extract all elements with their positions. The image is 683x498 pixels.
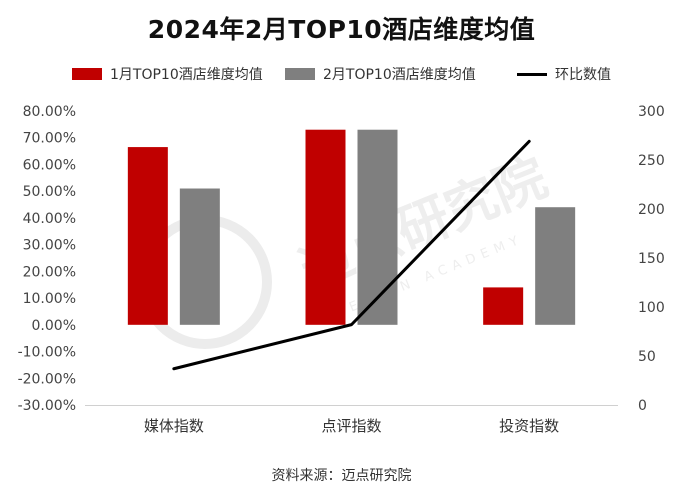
legend-swatch [285, 68, 315, 80]
legend-item: 环比数值 [517, 62, 611, 86]
bar-feb-1 [357, 129, 398, 325]
bar-jan-2 [483, 287, 524, 325]
bar-jan-0 [127, 147, 168, 325]
y-left-tick-label: 60.00% [23, 157, 76, 173]
y-left-tick-label: -20.00% [18, 371, 76, 387]
y-left-tick-label: 80.00% [23, 104, 76, 120]
chart-legend: 1月TOP10酒店维度均值 2月TOP10酒店维度均值 环比数值 [0, 62, 683, 86]
y-right-tick-label: 200 [638, 202, 665, 218]
legend-swatch [517, 72, 547, 76]
bar-feb-0 [179, 188, 220, 325]
source-note: 资料来源：迈点研究院 [271, 468, 412, 484]
y-right-tick-label: 50 [638, 349, 656, 365]
chart-title: 2024年2月TOP10酒店维度均值 [147, 15, 536, 44]
y-left-tick-label: 20.00% [23, 264, 76, 280]
y-right-tick-label: 100 [638, 300, 665, 316]
y-right-tick-label: 300 [638, 104, 665, 120]
line-series-mom [172, 139, 531, 371]
y-left-tick-label: -10.00% [18, 345, 76, 361]
y-left-tick-label: 40.00% [23, 211, 76, 227]
y-right-tick-label: 250 [638, 153, 665, 169]
x-tick-label: 点评指数 [321, 417, 381, 435]
bar-feb-2 [535, 207, 576, 325]
legend-label: 1月TOP10酒店维度均值 [110, 67, 263, 83]
y-left-tick-label: -30.00% [18, 398, 76, 414]
y-left-tick-label: 10.00% [23, 291, 76, 307]
legend-item: 2月TOP10酒店维度均值 [285, 62, 476, 86]
bar-jan-1 [305, 129, 346, 325]
y-right-tick-label: 150 [638, 251, 665, 267]
legend-swatch [72, 68, 102, 80]
legend-label: 2月TOP10酒店维度均值 [323, 67, 476, 83]
y-left-tick-label: 50.00% [23, 184, 76, 200]
y-right-tick-label: 0 [638, 398, 647, 414]
y-left-tick-label: 30.00% [23, 238, 76, 254]
x-tick-label: 媒体指数 [144, 417, 204, 435]
legend-item: 1月TOP10酒店维度均值 [72, 62, 263, 86]
legend-label: 环比数值 [555, 67, 611, 83]
y-left-tick-label: 70.00% [23, 131, 76, 147]
y-left-tick-label: 0.00% [32, 318, 76, 334]
x-tick-label: 投资指数 [499, 417, 559, 435]
